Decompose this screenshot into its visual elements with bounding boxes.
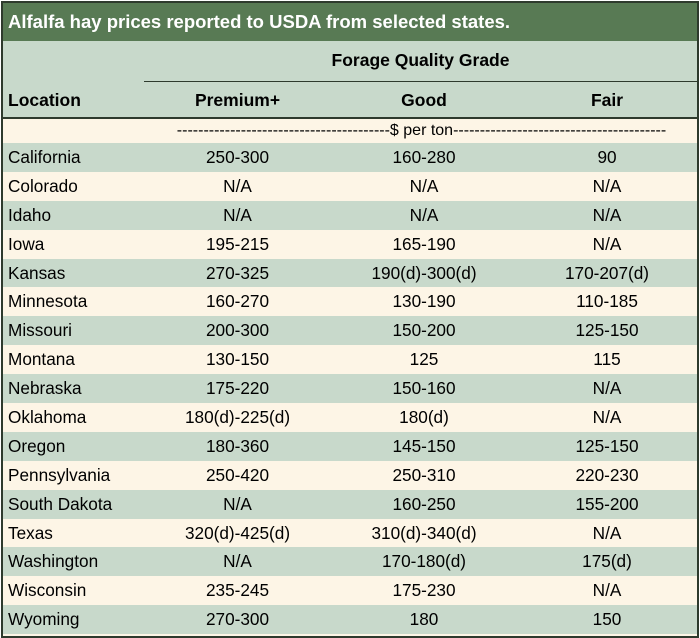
forage-quality-grade-label: Forage Quality Grade xyxy=(331,50,510,70)
cell-good: N/A xyxy=(409,204,439,225)
column-header-premium: Premium+ xyxy=(194,90,281,110)
cell-good: 160-280 xyxy=(392,147,456,167)
cell-premium: 200-300 xyxy=(205,320,270,341)
unit-label: ----------------------------------------… xyxy=(176,122,667,139)
cell-location: Idaho xyxy=(8,204,52,225)
cell-premium: 235-245 xyxy=(205,580,270,601)
cell-location: Montana xyxy=(8,349,75,370)
cell-fair: 170-207(d) xyxy=(564,262,650,283)
table-row: Missouri 200-300 150-200 125-150 xyxy=(3,316,697,346)
cell-premium: 175-220 xyxy=(205,378,270,399)
cell-location: Colorado xyxy=(8,175,78,196)
cell-premium: N/A xyxy=(223,204,252,225)
cell-fair: 115 xyxy=(593,349,621,370)
cell-location: Kansas xyxy=(8,262,66,283)
cell-fair: N/A xyxy=(592,580,622,601)
cell-location: Oregon xyxy=(8,435,66,456)
cell-good: 175-230 xyxy=(392,580,456,601)
table-row: Kansas 270-325 190(d)-300(d) 170-207(d) xyxy=(3,258,697,288)
cell-premium: 160-270 xyxy=(205,291,270,312)
cell-fair: 110-185 xyxy=(576,291,638,312)
table-row: Idaho N/A N/A N/A xyxy=(3,200,697,230)
cell-location: South Dakota xyxy=(8,493,113,514)
cell-good: 170-180(d) xyxy=(381,551,467,572)
cell-good: 165-190 xyxy=(392,233,456,254)
cell-fair: 150 xyxy=(592,609,622,630)
table-row: Nebraska 175-220 150-160 N/A xyxy=(3,374,697,404)
column-header-fair: Fair xyxy=(590,90,624,110)
table-body: California 250-300 160-280 90 Colorado N/A N/A… xyxy=(3,143,697,635)
cell-location: Oklahoma xyxy=(8,407,87,428)
cell-premium: 270-325 xyxy=(205,262,270,283)
cell-good: 125 xyxy=(409,349,439,370)
cell-fair: N/A xyxy=(592,407,622,428)
cell-good: 310(d)-340(d) xyxy=(371,522,477,543)
cell-location: California xyxy=(8,147,81,167)
cell-fair: 125-150 xyxy=(575,320,639,341)
cell-good: 150-200 xyxy=(392,320,456,341)
table-row: Washington N/A 170-180(d) 175(d) xyxy=(3,547,697,577)
cell-location: Nebraska xyxy=(8,378,82,399)
cell-good: 190(d)-300(d) xyxy=(371,262,477,283)
table-row: Colorado N/A N/A N/A xyxy=(3,171,697,201)
table-row: Montana 130-150 125 115 xyxy=(3,345,697,375)
cell-premium: 180-360 xyxy=(205,435,270,456)
cell-premium: 270-300 xyxy=(205,609,270,630)
cell-premium: 250-420 xyxy=(205,464,270,485)
cell-location: Wyoming xyxy=(8,609,80,630)
table-row: Minnesota 160-270 130-190 110-185 xyxy=(3,287,697,317)
table-row: California 250-300 160-280 90 xyxy=(3,143,697,172)
cell-location: Iowa xyxy=(8,233,45,254)
table-row: South Dakota N/A 160-250 155-200 xyxy=(3,489,697,519)
cell-fair: N/A xyxy=(592,522,622,543)
table-row: Wisconsin 235-245 175-230 N/A xyxy=(3,576,697,606)
cell-good: 130-190 xyxy=(392,291,456,312)
cell-good: 160-250 xyxy=(392,493,456,514)
cell-location: Texas xyxy=(8,522,53,543)
cell-fair: N/A xyxy=(592,378,622,399)
cell-fair: 90 xyxy=(597,147,617,167)
cell-good: 150-160 xyxy=(392,378,456,399)
table-row: Oklahoma 180(d)-225(d) 180(d) N/A xyxy=(3,403,697,432)
column-header-good: Good xyxy=(401,90,447,110)
cell-good: 250-310 xyxy=(392,464,456,485)
cell-location: Washington xyxy=(8,551,99,572)
cell-good: 180 xyxy=(409,609,439,630)
cell-location: Minnesota xyxy=(8,291,88,312)
cell-fair: N/A xyxy=(592,233,622,254)
table-row: Oregon 180-360 145-150 125-150 xyxy=(3,431,697,461)
cell-premium: N/A xyxy=(223,493,252,514)
cell-premium: N/A xyxy=(223,551,252,572)
header-divider xyxy=(3,117,697,119)
group-underline xyxy=(144,81,697,82)
cell-premium: 250-300 xyxy=(205,147,270,167)
cell-premium: 180(d)-225(d) xyxy=(184,407,291,428)
cell-good: 145-150 xyxy=(392,435,456,456)
column-header-location: Location xyxy=(8,90,81,110)
cell-fair: N/A xyxy=(592,175,622,196)
cell-good: N/A xyxy=(409,175,439,196)
table-row: Pennsylvania 250-420 250-310 220-230 xyxy=(3,460,697,490)
table-row: Texas 320(d)-425(d) 310(d)-340(d) N/A xyxy=(3,518,697,548)
cell-fair: 175(d) xyxy=(582,551,632,572)
table-row: Wyoming 270-300 180 150 xyxy=(3,605,697,635)
cell-premium: N/A xyxy=(223,175,252,196)
table-title: Alfalfa hay prices reported to USDA from… xyxy=(3,3,697,41)
cell-fair: 155-200 xyxy=(575,493,639,514)
table-header: Forage Quality Grade Location Premium+ G… xyxy=(3,41,697,117)
cell-fair: 125-150 xyxy=(575,435,639,456)
cell-location: Pennsylvania xyxy=(8,464,111,485)
table-row: Iowa 195-215 165-190 N/A xyxy=(3,229,697,259)
cell-fair: 220-230 xyxy=(575,464,639,485)
cell-premium: 130-150 xyxy=(205,349,270,370)
cell-location: Missouri xyxy=(8,320,72,341)
cell-location: Wisconsin xyxy=(8,580,87,601)
cell-fair: N/A xyxy=(592,204,622,225)
cell-premium: 195-215 xyxy=(205,233,270,254)
unit-row: ----------------------------------------… xyxy=(3,119,697,143)
cell-good: 180(d) xyxy=(399,407,449,428)
cell-premium: 320(d)-425(d) xyxy=(184,522,291,543)
